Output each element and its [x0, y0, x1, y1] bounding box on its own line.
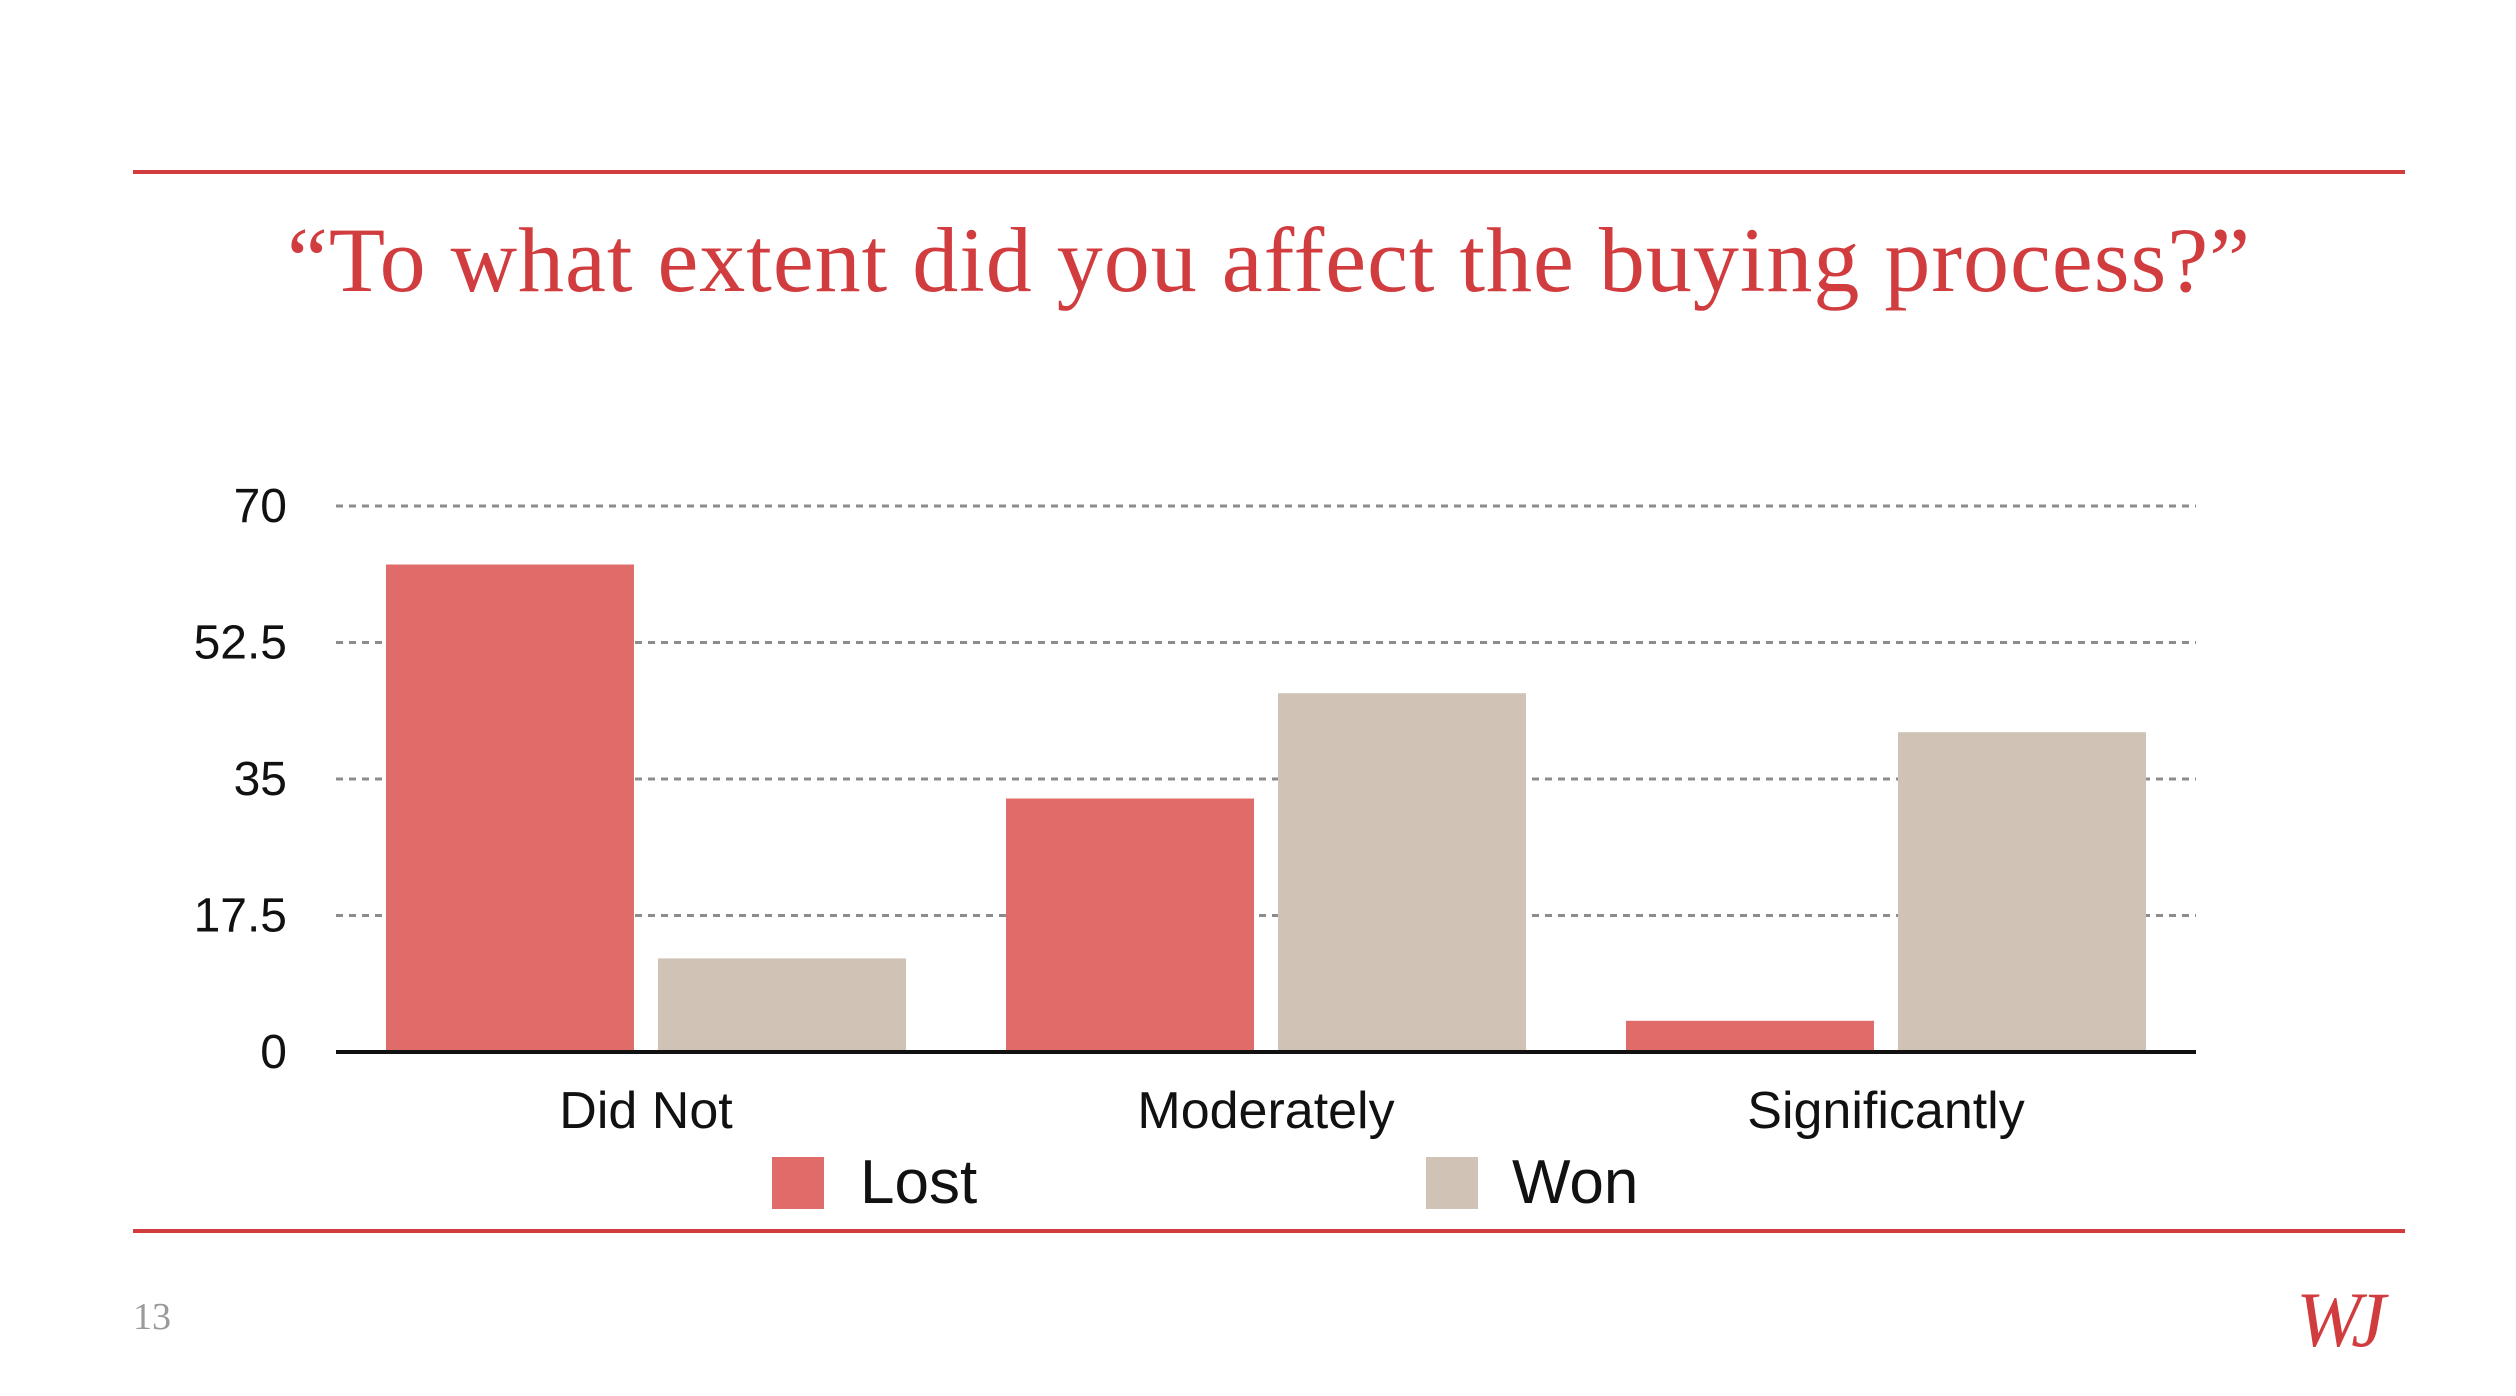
- bar-won-0: [658, 958, 906, 1052]
- legend: Lost Won: [772, 1148, 1638, 1217]
- top-divider: [133, 170, 2405, 174]
- grid-layer: [336, 504, 2196, 917]
- bottom-divider: [133, 1229, 2405, 1233]
- logo-monogram: WJ: [2296, 1276, 2386, 1363]
- legend-label-lost: Lost: [860, 1148, 977, 1217]
- bar-layer: [386, 564, 2146, 1052]
- page-number: 13: [133, 1296, 171, 1338]
- y-tick-label: 17.5: [194, 890, 287, 943]
- x-tick-label: Significantly: [1747, 1082, 2024, 1140]
- x-tick-label: Did Not: [559, 1082, 733, 1140]
- x-tick-label: Moderately: [1137, 1082, 1394, 1140]
- bar-lost-2: [1626, 1020, 1874, 1052]
- legend-swatch-won: [1426, 1157, 1478, 1209]
- y-tick-label: 35: [234, 753, 287, 806]
- logo: WJ: [2266, 1265, 2406, 1375]
- y-tick-label: 52.5: [194, 617, 287, 670]
- label-layer: 0 17.5 35 52.5 70 Did Not Moderately Significan…: [194, 480, 2025, 1140]
- bar-lost-1: [1006, 798, 1254, 1052]
- bar-won-1: [1278, 693, 1526, 1052]
- y-tick-label: 0: [260, 1026, 287, 1079]
- bar-lost-0: [386, 564, 634, 1052]
- bar-won-2: [1898, 732, 2146, 1052]
- slide-title: “To what extent did you affect the buyin…: [287, 209, 2251, 311]
- legend-swatch-lost: [772, 1157, 824, 1209]
- y-tick-label: 70: [234, 480, 287, 533]
- legend-label-won: Won: [1512, 1148, 1638, 1217]
